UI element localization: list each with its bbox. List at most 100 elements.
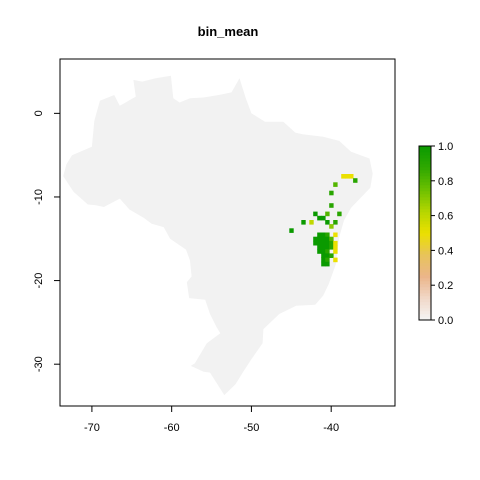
raster-cell	[301, 220, 306, 225]
raster-cell	[317, 215, 322, 221]
raster-cell	[317, 245, 322, 250]
raster-cell	[313, 236, 318, 242]
legend-tick-label: 0.4	[438, 245, 453, 257]
legend-tick-label: 1.0	[438, 141, 453, 153]
raster-cell	[329, 203, 334, 208]
legend-swatch	[419, 284, 431, 288]
raster-cell	[329, 253, 334, 258]
raster-cell	[309, 220, 314, 225]
raster-cell	[325, 257, 330, 263]
legend-swatch	[419, 299, 431, 303]
legend-swatch	[419, 167, 431, 171]
raster-cell	[333, 232, 338, 238]
brazil-landmass	[63, 75, 373, 396]
raster-cell	[333, 245, 338, 250]
legend-tick-label: 0.6	[438, 211, 453, 223]
legend-swatch	[419, 179, 431, 183]
legend-swatch	[419, 158, 431, 162]
legend-swatch	[419, 182, 431, 186]
raster-cell	[325, 253, 330, 258]
raster-cell	[329, 224, 334, 229]
raster-cell	[353, 178, 358, 183]
raster-cell	[321, 257, 326, 263]
raster-cell	[317, 236, 322, 242]
raster-cell	[325, 261, 330, 267]
raster-cell	[333, 182, 338, 187]
legend-tick-label: 0.8	[438, 176, 453, 188]
x-tick-label: -60	[164, 422, 180, 434]
legend-swatch	[419, 275, 431, 279]
legend-swatch	[419, 155, 431, 159]
raster-cell	[333, 257, 338, 263]
legend-swatch	[419, 308, 431, 312]
raster-cell	[321, 232, 326, 238]
legend-swatch	[419, 215, 431, 219]
legend-swatch	[419, 161, 431, 165]
legend-swatch	[419, 149, 431, 153]
color-legend: 0.0 0.2 0.4 0.6 0.8 1.0	[418, 141, 453, 327]
legend-swatch	[419, 287, 431, 291]
raster-cell	[337, 211, 342, 217]
raster-cell	[321, 245, 326, 250]
legend-swatch	[419, 206, 431, 210]
raster-cell	[325, 249, 330, 254]
raster-cell	[321, 236, 326, 242]
legend-swatch	[419, 236, 431, 240]
legend-swatch	[419, 173, 431, 177]
raster-cell	[325, 236, 330, 242]
legend-ticks: 0.0 0.2 0.4 0.6 0.8 1.0	[431, 141, 453, 327]
legend-swatch	[419, 170, 431, 174]
legend-swatch	[419, 266, 431, 270]
legend-swatch	[419, 248, 431, 252]
raster-cell	[325, 240, 330, 246]
legend-swatch	[419, 269, 431, 273]
legend-swatch	[419, 302, 431, 306]
legend-swatch	[419, 200, 431, 204]
legend-tick-label: 0.2	[438, 280, 453, 292]
raster-cell	[325, 232, 330, 238]
raster-cell	[321, 240, 326, 246]
raster-cell	[329, 236, 334, 242]
legend-swatch	[419, 230, 431, 234]
raster-cell	[333, 240, 338, 246]
legend-swatch	[419, 176, 431, 180]
raster-cells	[289, 174, 358, 267]
raster-cell	[329, 245, 334, 250]
raster-cell	[321, 215, 326, 221]
legend-swatch	[419, 191, 431, 195]
legend-swatch	[419, 290, 431, 294]
legend-swatch	[419, 314, 431, 318]
raster-cell	[313, 211, 318, 217]
y-axis: 0 -10 -20 -30	[33, 110, 61, 372]
legend-swatch	[419, 242, 431, 246]
legend-swatch	[419, 224, 431, 228]
legend-swatch	[419, 311, 431, 315]
legend-swatch	[419, 203, 431, 207]
raster-cell	[333, 220, 338, 225]
legend-swatch	[419, 152, 431, 156]
raster-cell	[325, 220, 330, 225]
raster-cell	[317, 232, 322, 238]
raster-cell	[289, 228, 294, 233]
legend-swatch	[419, 218, 431, 222]
legend-swatch	[419, 257, 431, 261]
legend-swatch	[419, 164, 431, 168]
plot-title: bin_mean	[198, 24, 259, 39]
legend-swatch	[419, 245, 431, 249]
legend-swatch	[419, 209, 431, 213]
x-axis: -70 -60 -50 -40	[84, 405, 339, 434]
legend-swatch	[419, 185, 431, 189]
raster-cell	[317, 249, 322, 254]
legend-swatch	[419, 194, 431, 198]
raster-cell	[317, 240, 322, 246]
legend-swatch	[419, 221, 431, 225]
raster-cell	[349, 174, 354, 179]
legend-swatch	[419, 305, 431, 309]
legend-swatch	[419, 239, 431, 243]
legend-swatch	[419, 254, 431, 258]
legend-swatch	[419, 251, 431, 255]
legend-swatch	[419, 197, 431, 201]
legend-swatch	[419, 188, 431, 192]
raster-cell	[329, 240, 334, 246]
legend-swatch	[419, 281, 431, 285]
